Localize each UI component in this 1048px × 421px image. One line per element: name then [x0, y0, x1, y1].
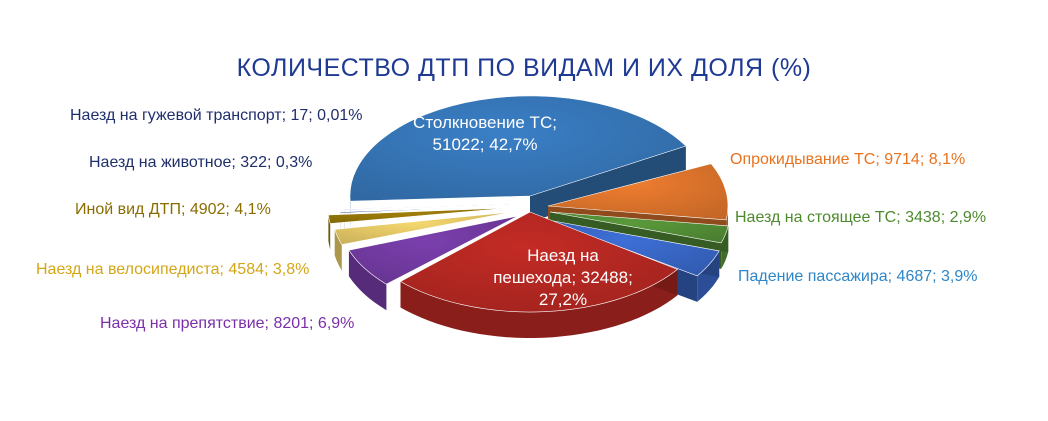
pie-slice-pedestrian: [399, 211, 678, 313]
label-obstacle: Наезд на препятствие; 8201; 6,9%: [100, 315, 354, 332]
pie-slice-overturn: [547, 163, 729, 221]
label-pedestrian: Наезд на пешехода; 32488; 27,2%: [493, 246, 633, 309]
label-cyclist: Наезд на велосипедиста; 4584; 3,8%: [36, 261, 309, 278]
pie-side-other: [328, 215, 331, 250]
pie-side-pedestrian: [400, 269, 678, 338]
pie-slice-collision: [349, 95, 687, 202]
label-overturn: Опрокидывание ТС; 9714; 8,1%: [730, 151, 965, 168]
pie-side-cyclist: [334, 229, 342, 271]
pie-slice-parked: [549, 211, 729, 244]
label-other: Иной вид ДТП; 4902; 4,1%: [75, 201, 271, 218]
pie-slice-obstacle: [348, 215, 519, 285]
pie-tops: [328, 95, 729, 313]
label-collision: Столкновение ТС; 51022; 42,7%: [413, 113, 557, 154]
pie-slice-other: [328, 207, 509, 224]
pie-slice-cyclist: [334, 211, 513, 245]
pie-side-obstacle: [348, 250, 387, 311]
pie-slice-horse-drawn: [343, 203, 525, 211]
pie-labels: Столкновение ТС; 51022; 42,7% Опрокидывани…: [36, 107, 986, 332]
label-animal: Наезд на животное; 322; 0,3%: [89, 154, 312, 171]
pie-slice-passenger: [547, 219, 720, 277]
label-horse-drawn: Наезд на гужевой транспорт; 17; 0,01%: [70, 107, 363, 124]
chart-title: КОЛИЧЕСТВО ДТП ПО ВИДАМ И ИХ ДОЛЯ (%): [236, 54, 812, 82]
label-passenger: Падение пассажира; 4687; 3,9%: [738, 268, 978, 285]
label-parked: Наезд на стоящее ТС; 3438; 2,9%: [735, 209, 986, 226]
pie-slice-animal: [339, 205, 521, 214]
